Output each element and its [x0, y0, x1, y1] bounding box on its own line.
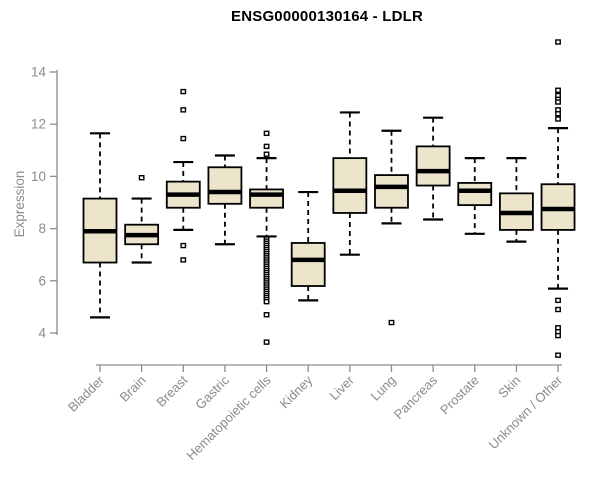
outlier-point [263, 339, 270, 345]
outlier-point [180, 242, 187, 249]
y-tick-label: 14 [31, 65, 47, 80]
x-tick-label: Skin [495, 373, 523, 401]
boxplot-lung [374, 129, 409, 326]
y-tick-label: 6 [38, 273, 46, 288]
boxplot-skin [498, 157, 534, 243]
boxplot-prostate [457, 157, 493, 235]
outlier-point [263, 143, 270, 150]
box [207, 166, 243, 205]
y-axis-title: Expression [12, 171, 27, 238]
y-tick-label: 4 [38, 326, 46, 341]
x-tick-label: Breast [153, 372, 190, 409]
outlier-point [263, 312, 270, 318]
x-tick-label: Prostate [437, 373, 482, 418]
boxplot-pancreas [415, 116, 451, 221]
outlier-point [180, 107, 187, 113]
box [457, 182, 493, 207]
x-tick-label: Lung [368, 373, 399, 404]
x-tick-label: Gastric [192, 372, 232, 412]
box [290, 242, 326, 287]
x-tick-label: Liver [326, 372, 357, 403]
box [332, 157, 368, 214]
outlier-point [555, 332, 561, 339]
boxplot-gastric [207, 154, 243, 246]
outlier-point [388, 319, 395, 326]
box [415, 145, 451, 187]
boxplot-liver [332, 111, 368, 256]
outlier-point [138, 175, 145, 181]
outlier-point [555, 111, 561, 117]
x-tick-label: Brain [117, 373, 149, 405]
outlier-point [180, 257, 187, 263]
outlier-point [180, 135, 187, 142]
y-tick-label: 10 [31, 169, 46, 184]
boxplot-bladder [82, 132, 118, 319]
box [374, 174, 409, 209]
outlier-point [263, 298, 270, 305]
chart-title: ENSG00000130164 - LDLR [231, 8, 423, 25]
y-tick-label: 8 [38, 221, 46, 236]
boxplot-hematopoietic-cells [249, 130, 284, 345]
y-tick-label: 12 [31, 117, 46, 132]
outlier-point [555, 39, 561, 45]
outlier-point [555, 352, 561, 358]
outlier-point [555, 306, 561, 313]
x-tick-label: Unknown / Other [486, 372, 566, 452]
outlier-point [263, 130, 270, 137]
x-tick-label: Bladder [65, 372, 108, 415]
outlier-point [555, 99, 561, 105]
outlier-point [555, 87, 561, 93]
boxplot-unknown-other [540, 39, 576, 358]
outlier-point [555, 297, 561, 304]
boxplot-kidney [290, 190, 326, 302]
x-tick-label: Kidney [277, 372, 316, 411]
outlier-point [555, 116, 561, 122]
outlier-point [263, 151, 270, 157]
x-tick-label: Pancreas [391, 372, 441, 422]
boxplot-breast [165, 88, 201, 263]
outlier-point [180, 88, 187, 95]
box [249, 188, 284, 209]
boxplot-brain [124, 175, 160, 264]
